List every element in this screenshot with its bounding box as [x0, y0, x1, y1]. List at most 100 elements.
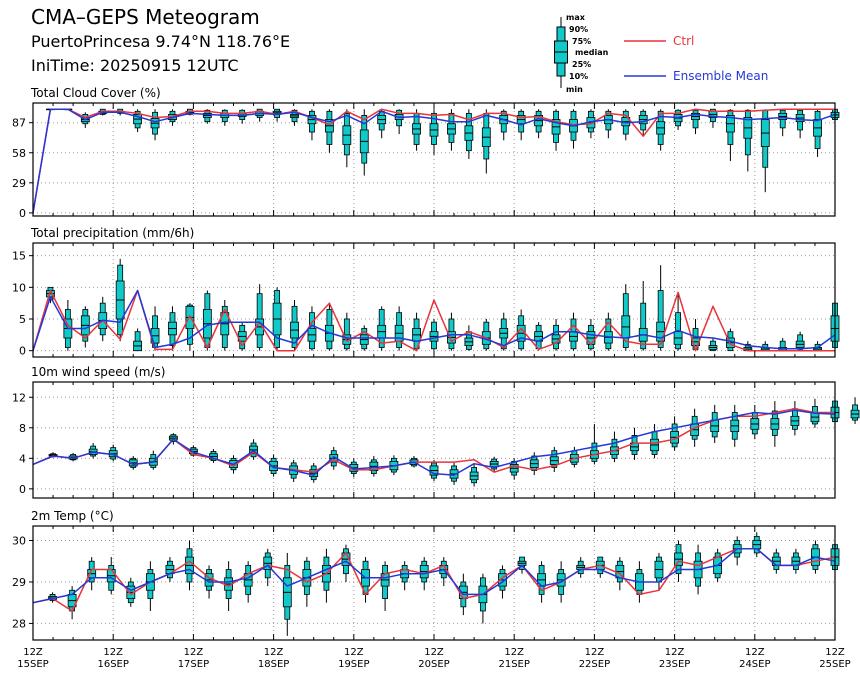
x-tick-label-date: 15SEP [17, 659, 48, 670]
ensemble-mean-line [32, 108, 836, 214]
box-plot [621, 109, 631, 141]
panel-2: 10m wind speed (m/s) 0 4 8 12 [12, 365, 860, 499]
x-tick-label-hour: 12Z [585, 647, 605, 658]
legend-mean-label: Ensemble Mean [673, 69, 768, 83]
panel-3: 2m Temp (°C) 28 29 30 [12, 509, 840, 641]
box-plot [691, 319, 700, 351]
box-plot [534, 109, 544, 139]
legend-label-max: max [566, 13, 586, 22]
y-tick-label: 8 [19, 422, 26, 435]
box-plot [307, 109, 317, 141]
box-plot [108, 444, 118, 462]
box-plot [377, 109, 387, 139]
box-plot [670, 416, 679, 451]
box-plot [429, 459, 439, 482]
box-plot [272, 108, 282, 122]
box-plot [760, 109, 770, 193]
box-plot [361, 557, 370, 603]
panel-title-2: 10m wind speed (m/s) [31, 365, 165, 379]
box-plot [80, 306, 90, 348]
box-plot [255, 284, 265, 351]
box-plot [98, 296, 108, 342]
panel-title-3: 2m Temp (°C) [31, 509, 114, 523]
box-plot [791, 548, 801, 574]
box-plot [237, 109, 247, 124]
box-plot [481, 319, 491, 351]
box-plot [730, 404, 740, 447]
box-plot [243, 561, 253, 603]
box-plot [380, 561, 390, 611]
box-outer [343, 318, 350, 350]
y-tick-label: 15 [12, 250, 26, 263]
box-plot [610, 431, 619, 463]
location-label: PuertoPrincesa 9.74°N 118.76°E [31, 32, 291, 51]
box-plot [249, 439, 258, 460]
box-plot [850, 397, 860, 424]
box-plot [150, 109, 160, 141]
box-plot [447, 109, 456, 151]
legend-ctrl-label: Ctrl [673, 34, 694, 48]
box-plot [654, 552, 664, 591]
y-tick-label: 4 [19, 452, 26, 465]
box-plot [595, 556, 605, 578]
ensemble-mean-line [32, 289, 836, 351]
legend-label-75: 75% [572, 37, 591, 46]
panel-1: Total precipitation (mm/6h) 0 5 10 15 [12, 226, 840, 358]
box-plot [429, 319, 439, 351]
box-plot [537, 561, 546, 603]
box-plot [220, 300, 230, 351]
x-tick-label-date: 17SEP [178, 659, 209, 670]
y-tick-label: 10 [12, 281, 26, 294]
box-plot [150, 306, 160, 351]
x-tick-label-hour: 12Z [264, 647, 284, 658]
box-plot [412, 109, 421, 151]
box-plot [516, 309, 526, 351]
x-tick-label-date: 24SEP [739, 659, 770, 670]
init-time-label: IniTime: 20250915 12UTC [31, 56, 239, 75]
box-plot [282, 552, 292, 636]
box-plot [429, 109, 439, 155]
box-plot [145, 561, 155, 611]
ensemble-mean-line [32, 409, 836, 476]
x-tick-label-hour: 12Z [344, 647, 364, 658]
box-plot [650, 423, 659, 459]
box-plot [708, 338, 718, 352]
x-tick-label-date: 23SEP [659, 659, 690, 670]
x-tick-label-date: 20SEP [418, 659, 449, 670]
box-plot [464, 109, 474, 159]
box-plot [237, 322, 247, 351]
box-plot [478, 573, 488, 624]
box-plot [307, 306, 317, 351]
box-plot [638, 109, 648, 137]
y-tick-label: 30 [12, 535, 26, 548]
box-plot [220, 109, 230, 126]
y-tick-label: 0 [19, 483, 26, 496]
x-tick-label-date: 21SEP [498, 659, 529, 670]
x-tick-label-hour: 12Z [184, 647, 204, 658]
box-plot [590, 423, 599, 465]
box-plot [272, 287, 282, 351]
box-plot [499, 312, 509, 351]
box-plot [394, 306, 404, 351]
box-plot [133, 328, 143, 352]
box-plot [447, 312, 456, 351]
y-tick-label: 29 [12, 177, 26, 190]
y-tick-label: 0 [19, 345, 26, 358]
box-plot [377, 306, 387, 351]
legend-label-min: min [566, 85, 583, 94]
y-tick-label: 5 [19, 313, 26, 326]
box-plot [656, 109, 666, 151]
box-plot [322, 548, 331, 603]
x-tick-label-date: 22SEP [579, 659, 610, 670]
box-plot [106, 557, 116, 595]
panel-title-0: Total Cloud Cover (%) [30, 86, 161, 100]
box-plot [369, 456, 379, 477]
x-tick-label-date: 16SEP [97, 659, 128, 670]
box-plot [115, 258, 125, 342]
ctrl-line [32, 289, 835, 352]
legend-label-25: 25% [572, 60, 591, 69]
box-plot [770, 401, 780, 447]
box-plot [88, 443, 98, 459]
x-tick-label-hour: 12Z [825, 647, 845, 658]
